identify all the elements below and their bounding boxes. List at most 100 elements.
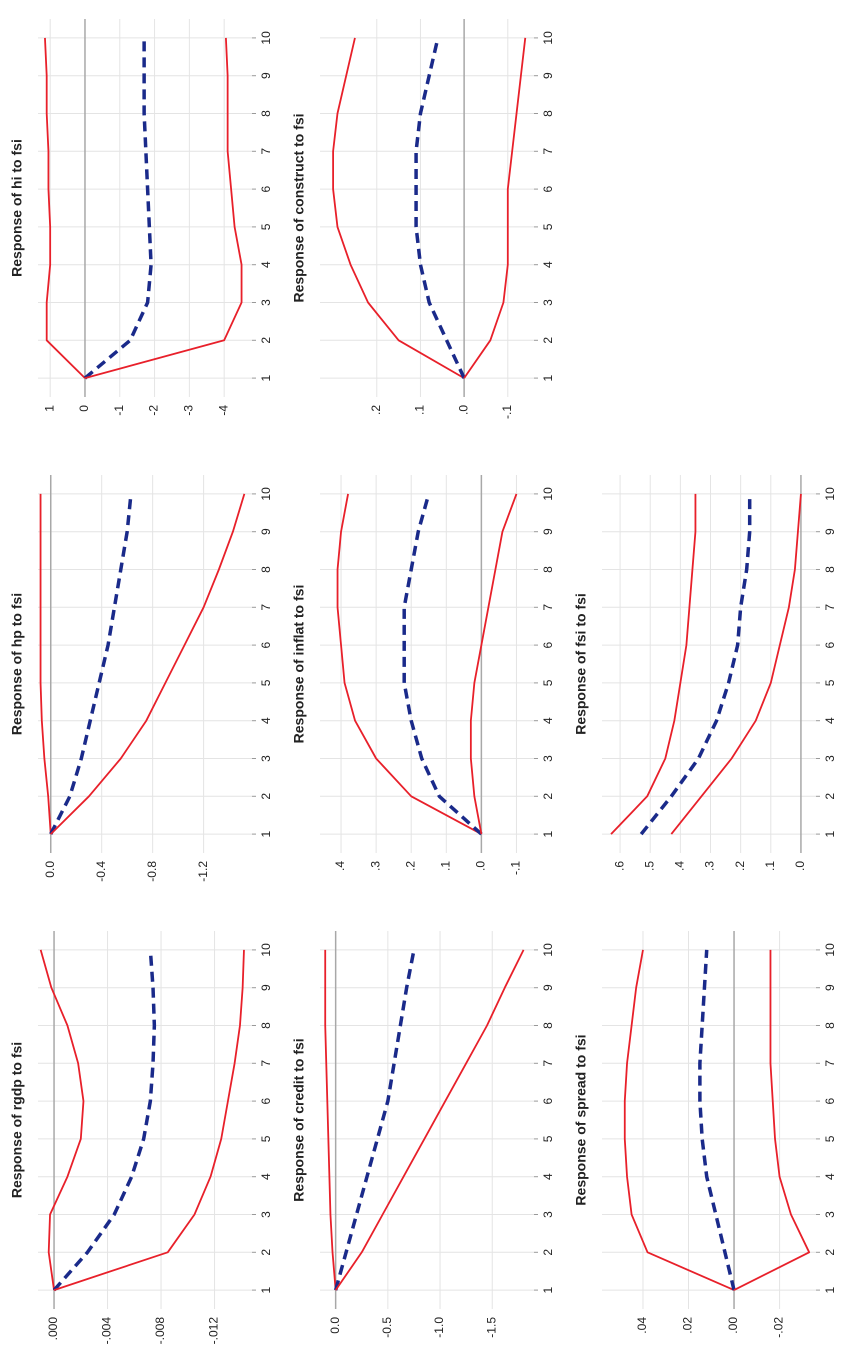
x-tick-label: 1 [541, 1286, 555, 1293]
band-line [324, 949, 337, 1291]
x-tick-label: 4 [259, 717, 273, 724]
y-tick-label: .00 [726, 1317, 740, 1334]
x-tick-label: 7 [823, 1060, 837, 1067]
x-tick-label: 9 [541, 72, 555, 79]
x-tick-label: 6 [541, 1097, 555, 1104]
x-tick-label: 2 [259, 793, 273, 800]
x-tick-label: 6 [259, 1097, 273, 1104]
y-tick-label: .1 [763, 861, 777, 871]
chart: Response of construct to fsi 1 2 3 4 5 6 7 8 9 10.… [291, 19, 555, 419]
x-tick-label: 3 [823, 755, 837, 762]
chart-title: Response of hi to fsi [9, 139, 25, 277]
x-tick-label: 3 [823, 1211, 837, 1218]
y-tick-label: 1 [42, 405, 56, 412]
response-line [49, 493, 133, 835]
x-tick-label: 5 [823, 1135, 837, 1142]
x-tick-label: 8 [541, 110, 555, 117]
x-tick-label: 10 [823, 943, 837, 957]
chart-title: Response of fsi to fsi [573, 593, 589, 735]
x-tick-label: 3 [259, 755, 273, 762]
x-tick-label: 8 [823, 566, 837, 573]
chart-title: Response of spread to fsi [573, 1034, 589, 1205]
x-tick-label: 3 [541, 755, 555, 762]
x-tick-label: 2 [541, 1249, 555, 1256]
x-tick-label: 10 [259, 943, 273, 957]
chart-title: Response of rgdp to fsi [9, 1042, 25, 1198]
x-tick-label: 2 [823, 793, 837, 800]
band-line [336, 493, 482, 835]
chart: Response of credit to fsi 1 2 3 4 5 6 7 8 9 10 0.0 -… [291, 931, 555, 1338]
x-tick-label: 5 [541, 223, 555, 230]
response-line [402, 493, 483, 836]
x-tick-label: 9 [541, 984, 555, 991]
y-tick-label: .3 [703, 861, 717, 871]
response-line [83, 37, 153, 380]
x-tick-label: 4 [541, 1173, 555, 1180]
response-line [333, 949, 416, 1291]
x-tick-label: 10 [259, 487, 273, 501]
x-tick-label: 6 [823, 1097, 837, 1104]
y-tick-label: -1.0 [432, 1317, 446, 1338]
band-line [39, 949, 85, 1291]
x-tick-label: 7 [259, 604, 273, 611]
x-tick-label: 4 [541, 261, 555, 268]
response-line [698, 949, 736, 1291]
x-tick-label: 2 [259, 1249, 273, 1256]
x-tick-label: 5 [259, 1135, 273, 1142]
x-tick-label: 10 [541, 31, 555, 45]
y-tick-label: .0 [793, 861, 807, 871]
chart-title: Response of credit to fsi [291, 1038, 307, 1201]
x-tick-label: 10 [541, 487, 555, 501]
chart-title: Response of hp to fsi [9, 593, 25, 735]
response-line [414, 37, 466, 379]
y-tick-label: -1 [112, 405, 126, 416]
y-tick-label: .02 [681, 1317, 695, 1334]
x-tick-label: 6 [259, 185, 273, 192]
x-tick-label: 9 [823, 984, 837, 991]
chart: Response of inflat to fsi 1 2 3 4 5 6 7 8 9 10 .4 .3… [291, 475, 555, 875]
y-tick-label: -1.5 [484, 1317, 498, 1338]
y-tick-label: .4 [673, 861, 687, 871]
x-tick-label: 6 [823, 641, 837, 648]
x-tick-label: 2 [541, 793, 555, 800]
x-tick-label: 4 [823, 717, 837, 724]
x-tick-label: 6 [541, 185, 555, 192]
x-tick-label: 8 [259, 110, 273, 117]
x-tick-label: 7 [823, 604, 837, 611]
y-tick-label: -.008 [153, 1317, 167, 1345]
x-tick-label: 4 [259, 261, 273, 268]
y-tick-label: -0.8 [145, 861, 159, 882]
x-tick-label: 1 [541, 374, 555, 381]
chart: Response of hp to fsi 1 2 3 4 5 6 7 8 9 10 0.0 -0.4 -… [9, 475, 273, 882]
x-tick-label: 8 [259, 566, 273, 573]
x-tick-label: 5 [823, 679, 837, 686]
band-line [334, 949, 525, 1291]
x-tick-label: 4 [259, 1173, 273, 1180]
x-tick-label: 5 [259, 679, 273, 686]
x-tick-label: 7 [259, 148, 273, 155]
x-tick-label: 3 [541, 299, 555, 306]
x-tick-label: 2 [541, 337, 555, 344]
y-tick-label: -.1 [509, 861, 523, 875]
x-tick-label: 6 [259, 641, 273, 648]
y-tick-label: -2 [147, 405, 161, 416]
band-line [44, 37, 86, 379]
y-tick-label: .000 [46, 1317, 60, 1341]
x-tick-label: 7 [259, 1060, 273, 1067]
y-tick-label: 0.0 [43, 861, 57, 878]
x-tick-label: 3 [259, 299, 273, 306]
y-tick-label: .0 [474, 861, 488, 871]
response-line [52, 949, 157, 1292]
y-tick-label: .1 [413, 405, 427, 415]
x-tick-label: 4 [823, 1173, 837, 1180]
band-line [623, 949, 735, 1291]
chart: Response of spread to fsi 1 2 3 4 5 6 7 8 9 10 .04.… [573, 931, 837, 1338]
x-tick-label: 5 [259, 223, 273, 230]
band-line [733, 949, 811, 1291]
x-tick-label: 1 [823, 1286, 837, 1293]
band-line [39, 493, 52, 835]
y-tick-label: .2 [369, 405, 383, 415]
x-tick-label: 8 [541, 1022, 555, 1029]
band-line [50, 493, 246, 835]
